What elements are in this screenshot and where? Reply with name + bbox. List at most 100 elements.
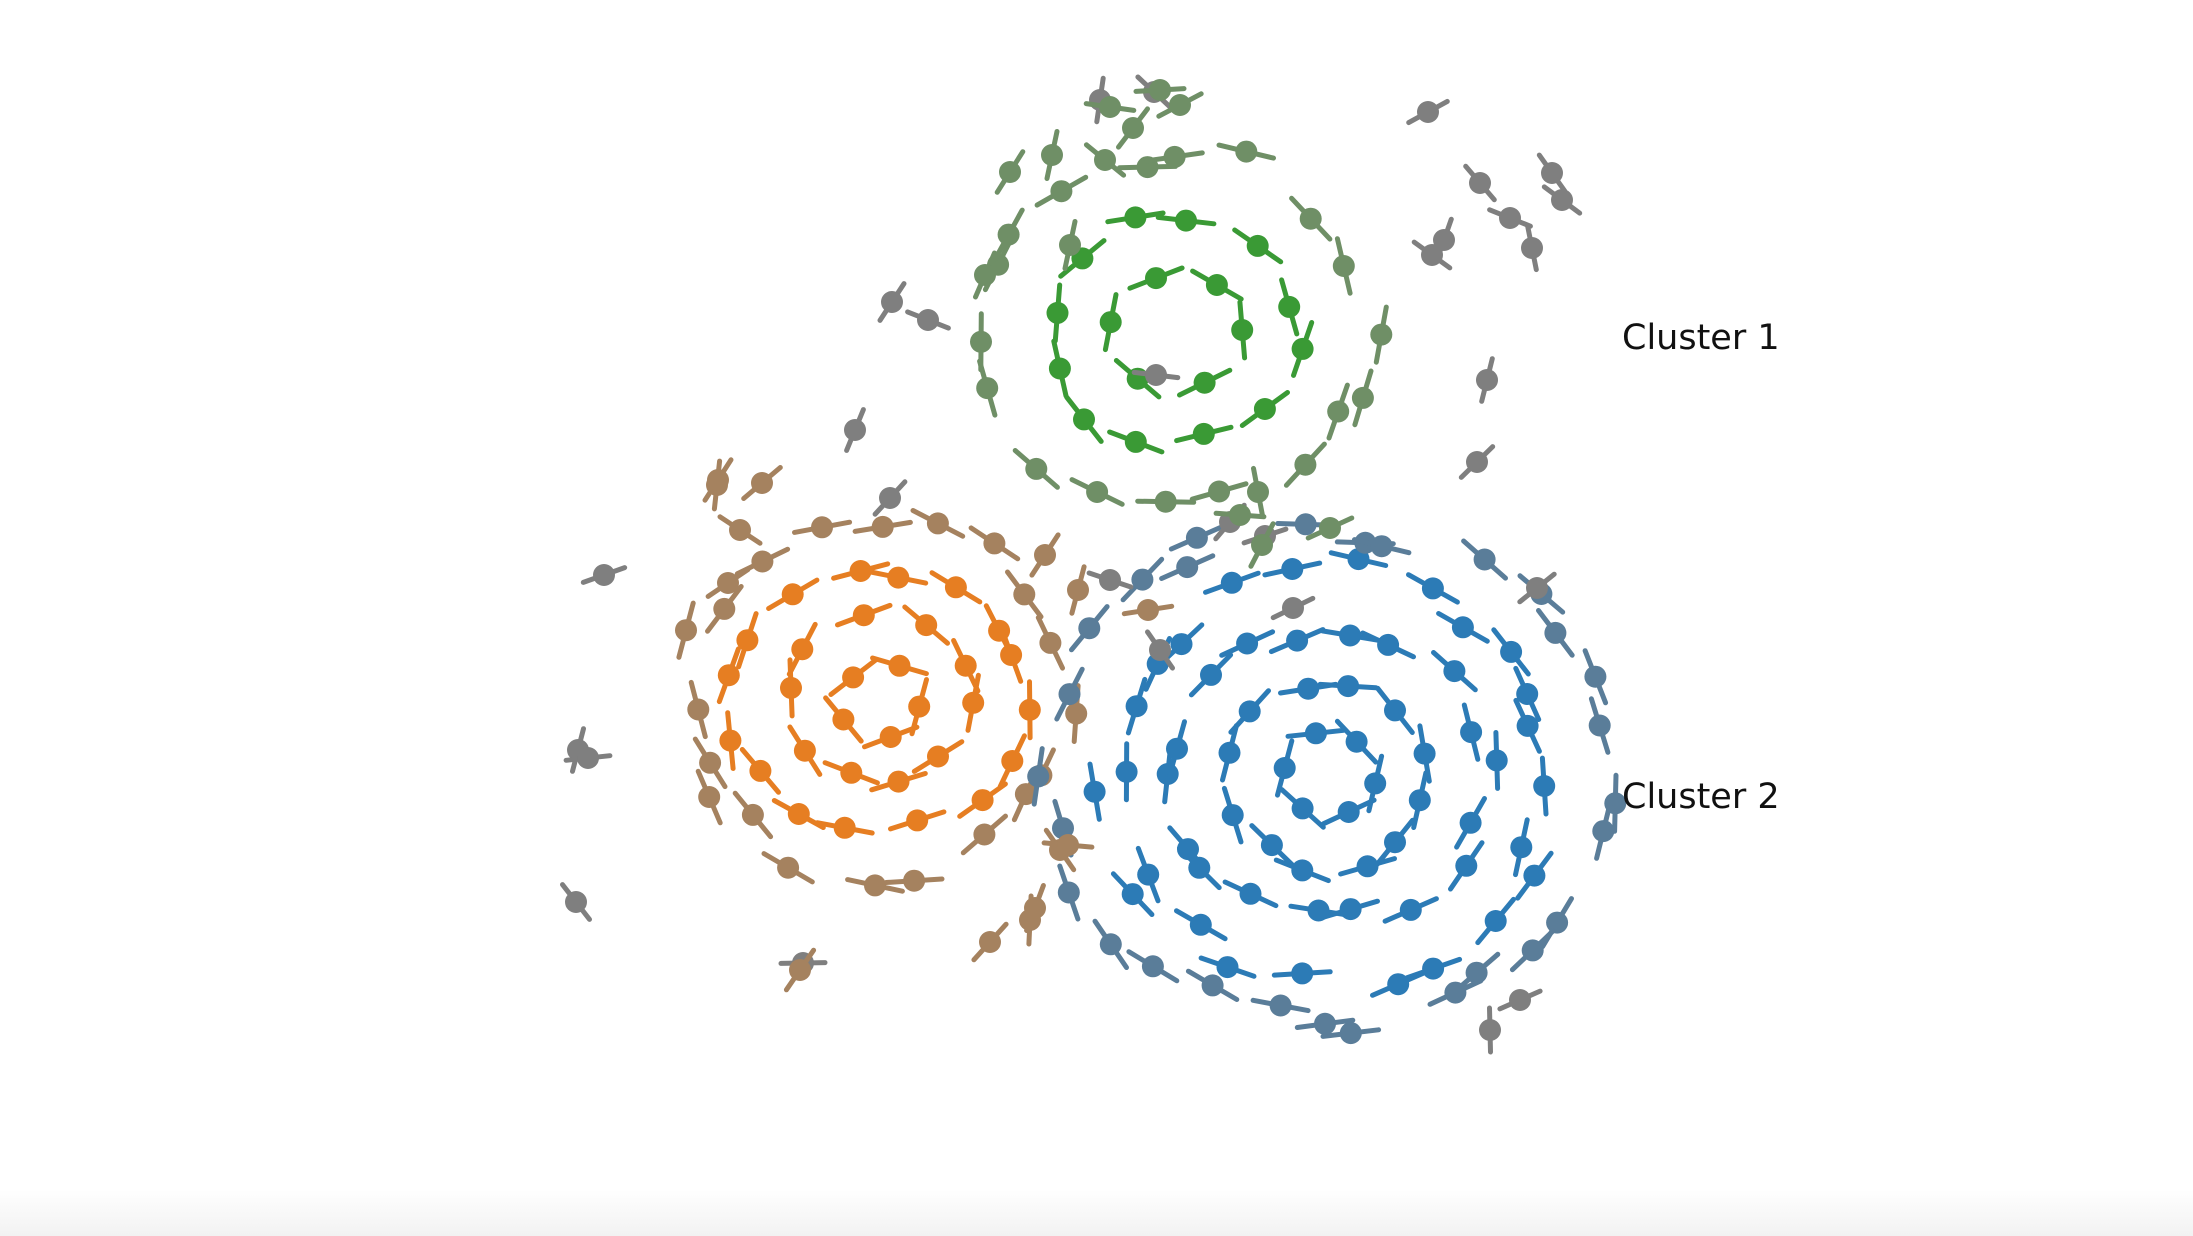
node-dot xyxy=(926,512,949,535)
node-dot xyxy=(1327,400,1350,423)
node-dot xyxy=(1124,206,1147,229)
node-dot xyxy=(811,516,833,539)
blue-cluster-node xyxy=(1273,857,1331,884)
node-dot xyxy=(1282,597,1304,619)
node-dot xyxy=(840,761,863,784)
node-dot xyxy=(1291,337,1314,360)
node-dot xyxy=(1413,742,1436,765)
green-gray-node xyxy=(1116,106,1150,150)
node-dot xyxy=(1476,369,1498,391)
node-dot xyxy=(1057,881,1080,904)
orange-cluster-node xyxy=(1018,679,1041,741)
green-cluster-node xyxy=(1034,174,1089,208)
node-dot xyxy=(1269,994,1292,1017)
node-dot xyxy=(944,576,967,599)
orange-cluster-node xyxy=(929,570,983,605)
node-dot xyxy=(903,869,926,892)
blue-cluster-node xyxy=(1460,702,1483,762)
blue-cluster-node xyxy=(1431,650,1478,693)
outlier-node xyxy=(1536,152,1568,194)
node-dot xyxy=(1433,229,1455,251)
blue-cluster-node xyxy=(1592,801,1615,861)
node-dot xyxy=(1083,780,1106,803)
orange-cluster-node xyxy=(787,724,823,777)
node-dot xyxy=(1500,640,1523,663)
node-dot xyxy=(879,726,902,748)
outlier-node xyxy=(877,281,907,323)
node-dot xyxy=(1460,721,1483,744)
node-dot xyxy=(1544,621,1567,644)
node-dot xyxy=(1124,430,1147,453)
node-dot xyxy=(1059,234,1081,256)
node-dot xyxy=(1229,504,1251,526)
node-dot xyxy=(1294,453,1317,476)
bridge-node xyxy=(702,457,734,503)
outlier-node xyxy=(1487,207,1533,229)
orange-cluster-node xyxy=(823,695,864,744)
green-gray-node xyxy=(1083,142,1127,178)
node-dot xyxy=(1307,899,1330,922)
node-dot xyxy=(741,803,764,826)
node-dot xyxy=(1421,577,1444,600)
blue-cluster-node xyxy=(1288,899,1349,922)
orange-cluster-node xyxy=(968,525,1021,562)
node-dot xyxy=(791,638,814,661)
outlier-node xyxy=(1476,356,1498,404)
orange-cluster-node xyxy=(862,724,920,750)
node-dot xyxy=(1584,665,1607,688)
green-gray-node xyxy=(1247,465,1269,519)
blue-cluster-node xyxy=(1320,797,1377,827)
node-dot xyxy=(699,751,722,774)
node-dot xyxy=(1332,255,1355,277)
node-dot xyxy=(1236,632,1259,655)
node-dot xyxy=(751,472,773,494)
orange-cluster-node xyxy=(739,747,781,795)
node-dot xyxy=(973,823,996,846)
orange-cluster-node xyxy=(761,851,815,885)
node-dot xyxy=(1408,789,1431,812)
node-dot xyxy=(1163,145,1186,168)
green-gray-node xyxy=(1083,96,1137,118)
orange-cluster-node xyxy=(822,760,880,786)
node-dot xyxy=(1521,237,1543,259)
node-dot xyxy=(1588,714,1611,737)
node-dot xyxy=(780,676,802,699)
node-dot xyxy=(565,891,587,913)
node-dot xyxy=(577,747,599,769)
node-dot xyxy=(1370,535,1393,558)
bridge-node xyxy=(1121,599,1175,621)
node-dot xyxy=(749,759,772,782)
node-dot xyxy=(1205,274,1228,296)
node-dot xyxy=(1533,775,1556,797)
node-dot xyxy=(1246,234,1269,257)
green-gray-node xyxy=(1305,515,1355,541)
node-dot xyxy=(1099,311,1122,334)
outlier-node xyxy=(1433,216,1455,264)
green-gray-node xyxy=(973,250,997,300)
orange-cluster-node xyxy=(828,657,878,697)
node-dot xyxy=(1201,974,1224,997)
blue-cluster-node xyxy=(1294,1012,1356,1035)
node-dot xyxy=(1192,422,1215,445)
node-dot xyxy=(1013,583,1036,606)
green-gray-node xyxy=(1041,129,1063,181)
node-dot xyxy=(1384,831,1406,854)
blue-cluster-node xyxy=(1360,630,1416,660)
node-dot xyxy=(879,487,901,509)
node-dot xyxy=(1176,556,1199,579)
orange-cluster-node xyxy=(716,646,741,705)
green-gray-node xyxy=(1133,79,1187,101)
outlier-node xyxy=(580,564,628,586)
node-dot xyxy=(1422,957,1445,980)
blue-cluster-node xyxy=(1370,970,1427,998)
green-cluster-node xyxy=(1216,140,1276,163)
node-dot xyxy=(1253,398,1276,420)
node-dot xyxy=(849,560,872,582)
node-dot xyxy=(1485,749,1508,772)
orange-cluster-node xyxy=(692,736,728,790)
node-dot xyxy=(1099,933,1122,956)
node-dot xyxy=(1370,323,1393,346)
node-dot xyxy=(1291,859,1314,882)
blue-cluster-node xyxy=(1515,850,1554,901)
blue-cluster-node xyxy=(1406,572,1460,605)
